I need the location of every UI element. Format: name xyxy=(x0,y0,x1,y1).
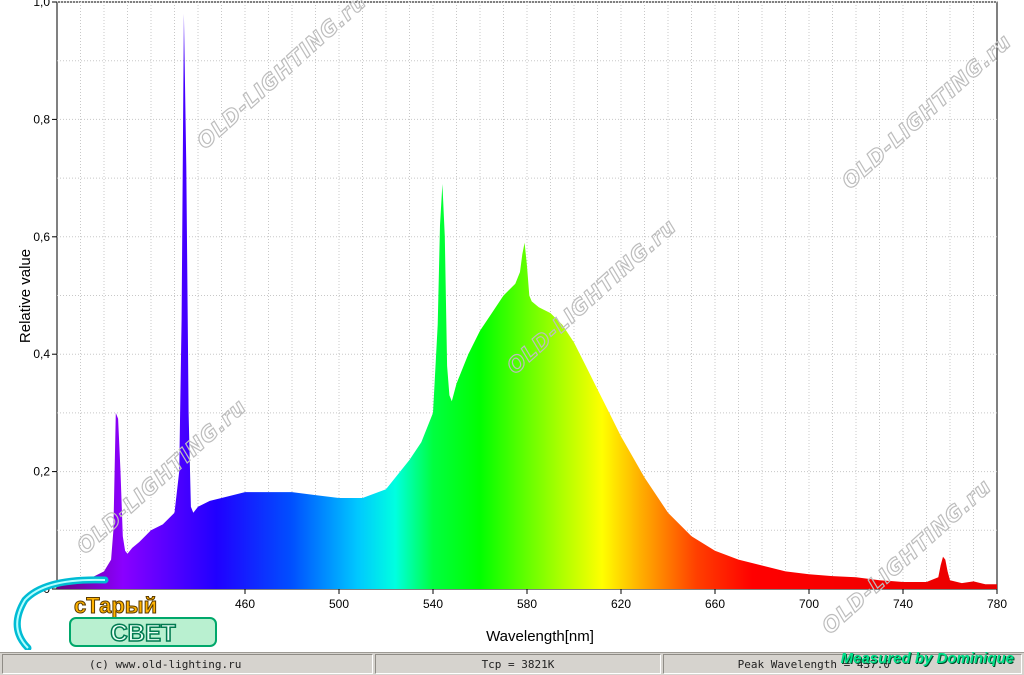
status-copyright: (c) www.old-lighting.ru xyxy=(2,654,374,674)
y-axis-title: Relative value xyxy=(17,249,34,343)
y-tick-label: 1,0 xyxy=(33,0,50,9)
y-tick-label: 0,8 xyxy=(33,112,50,126)
y-ticks: 00,20,40,60,81,0 xyxy=(33,0,57,596)
status-cct: Tcp = 3821K xyxy=(375,654,661,674)
y-tick-label: 0,6 xyxy=(33,230,50,244)
x-tick-label: 660 xyxy=(705,597,725,611)
logo-badge xyxy=(69,617,217,647)
x-tick-label: 740 xyxy=(893,597,913,611)
status-peak-wavelength: Peak Wavelength = 437.0 xyxy=(662,654,1022,674)
logo: сТарый СВЕТ xyxy=(13,576,217,650)
measured-by-credit: Measured by Dominique xyxy=(840,650,1014,667)
y-tick-label: 0,4 xyxy=(33,347,50,361)
logo-line2: СВЕТ xyxy=(110,620,176,647)
spectrum-series-area xyxy=(57,13,997,589)
x-tick-label: 780 xyxy=(987,597,1007,611)
spectrum-chart: OLD-LIGHTING.ru OLD-LIGHTING.ruOLD-LIGHTI… xyxy=(17,0,1017,645)
status-bar: (c) www.old-lighting.ru Tcp = 3821K Peak… xyxy=(0,652,1024,675)
x-axis-title: Wavelength[nm] xyxy=(486,628,594,645)
x-tick-label: 700 xyxy=(799,597,819,611)
y-tick-label: 0,2 xyxy=(33,465,50,479)
logo-line1: сТарый xyxy=(74,593,157,618)
x-tick-label: 540 xyxy=(423,597,443,611)
x-ticks: 460 500 540 580 620 660 700 740 780 xyxy=(235,589,1007,611)
spectrum-area xyxy=(57,13,997,589)
x-tick-label: 460 xyxy=(235,597,255,611)
x-tick-label: 580 xyxy=(517,597,537,611)
x-tick-label: 500 xyxy=(329,597,349,611)
x-tick-label: 620 xyxy=(611,597,631,611)
